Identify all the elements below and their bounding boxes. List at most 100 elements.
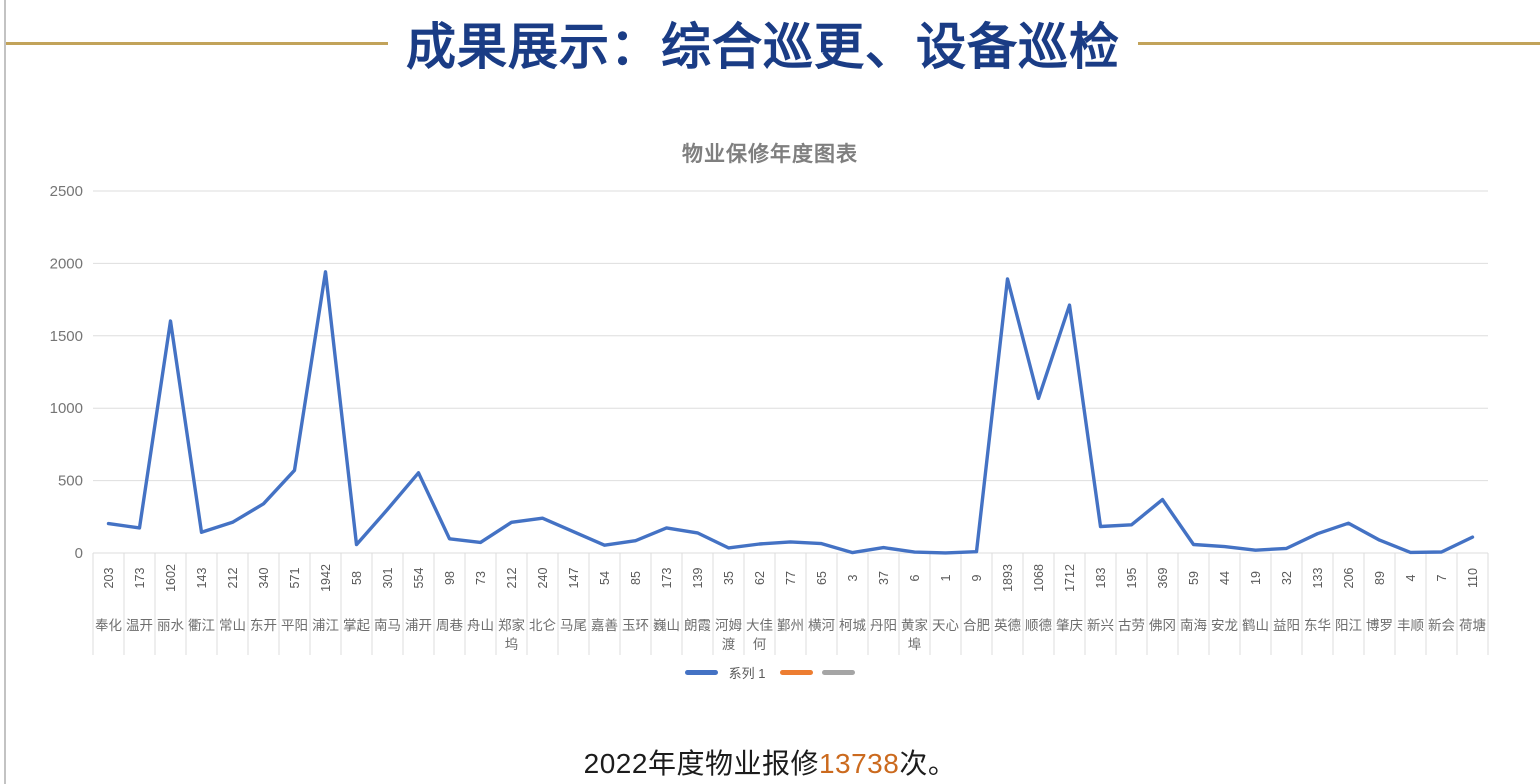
category-label: 安龙 [1211,618,1238,633]
value-label: 58 [350,571,364,585]
value-label: 1068 [1032,564,1046,592]
legend-item-1: 系列 1 [684,663,772,682]
category-label: 博罗 [1366,617,1393,633]
y-tick-label: 1000 [50,400,83,417]
category-label: 平阳 [281,618,308,633]
category-label: 横河 [808,618,836,633]
value-label: 32 [1280,571,1294,585]
category-label: 掌起 [343,618,370,633]
category-label: 舟山 [467,618,494,633]
chart-title: 物业保修年度图表 [682,143,858,166]
category-label: 郑家 [498,617,526,633]
category-label: 鄞州 [777,618,804,633]
value-label: 89 [1373,571,1387,585]
value-label: 6 [908,574,922,581]
value-label: 7 [1435,574,1449,581]
category-label: 南海 [1180,618,1207,633]
category-label: 河姆 [715,618,742,633]
value-label: 340 [257,568,271,589]
category-label: 新会 [1428,618,1455,633]
value-label: 44 [1218,571,1232,585]
value-label: 147 [567,568,581,589]
y-tick-label: 2000 [50,255,83,272]
value-label: 1 [939,574,953,581]
value-label: 37 [877,571,891,585]
value-label: 54 [598,571,612,585]
value-label: 98 [443,571,457,585]
legend-item-2 [780,670,814,675]
legend-swatch-icon [780,670,814,675]
category-label: 丰顺 [1397,618,1424,633]
slide-header: 成果展示：综合巡更、设备巡检 [6,0,1540,86]
value-label: 571 [288,568,302,589]
value-label: 143 [195,568,209,589]
category-label: 阳江 [1335,618,1362,633]
category-label: 马尾 [560,618,587,633]
category-label: 益阳 [1273,618,1300,633]
category-label: 常山 [219,618,246,633]
value-label: 173 [660,568,674,589]
category-label: 何 [753,637,767,652]
chart-legend: 系列 1 [0,663,1540,682]
category-label: 周巷 [436,618,463,633]
value-label: 212 [226,568,240,589]
category-label: 浦江 [312,618,339,633]
y-tick-label: 1500 [50,328,83,345]
category-label: 巍山 [653,618,680,633]
value-label: 59 [1187,571,1201,585]
value-label: 206 [1342,568,1356,589]
legend-swatch-icon [684,670,718,675]
category-label: 丹阳 [870,618,897,633]
value-label: 212 [505,568,519,589]
value-label: 1602 [164,564,178,592]
category-label: 佛冈 [1149,618,1176,633]
y-tick-label: 0 [75,545,83,562]
summary-caption: 2022年度物业报修13738次。 [0,742,1540,782]
category-label: 南马 [374,618,401,633]
page-title: 成果展示：综合巡更、设备巡检 [406,19,1120,75]
legend-item-3 [822,670,856,675]
series-line [106,270,1475,555]
category-label: 北仑 [529,618,557,633]
category-label: 东华 [1304,618,1331,633]
category-label: 温开 [126,618,153,633]
category-label: 大佳 [746,618,773,633]
value-label: 369 [1156,568,1170,589]
value-label: 1893 [1001,564,1015,592]
window-edge-line [4,0,6,784]
value-label: 85 [629,571,643,585]
category-label: 英德 [994,617,1021,633]
value-label: 173 [133,568,147,589]
value-label: 4 [1404,574,1418,581]
value-label: 183 [1094,568,1108,589]
caption-suffix: 次。 [899,748,957,779]
caption-prefix: 2022年度物业报修 [583,748,819,779]
value-label: 1942 [319,564,333,592]
value-label: 1712 [1063,564,1077,592]
value-label: 195 [1125,568,1139,589]
category-label: 埠 [908,637,922,652]
category-label: 奉化 [95,618,122,633]
category-label: 新兴 [1087,618,1114,633]
category-label: 合肥 [963,618,990,633]
category-label: 天心 [932,618,960,633]
value-label: 65 [815,571,829,585]
value-label: 203 [102,568,116,589]
value-label: 9 [970,574,984,581]
category-label: 渡 [722,637,736,652]
value-label: 77 [784,571,798,585]
value-label: 240 [536,568,550,589]
category-label: 丽水 [157,618,184,633]
header-divider-left [6,41,388,45]
category-label: 柯城 [839,618,867,633]
category-label: 黄家 [901,617,929,633]
category-label: 嘉善 [591,618,618,633]
category-label: 坞 [505,637,519,652]
legend-label: 系列 1 [728,666,766,681]
category-label: 东开 [250,618,277,633]
category-label: 荷塘 [1459,618,1486,633]
value-label: 110 [1466,568,1480,588]
value-label: 35 [722,571,736,585]
value-label: 19 [1249,571,1263,585]
value-label: 73 [474,571,488,585]
